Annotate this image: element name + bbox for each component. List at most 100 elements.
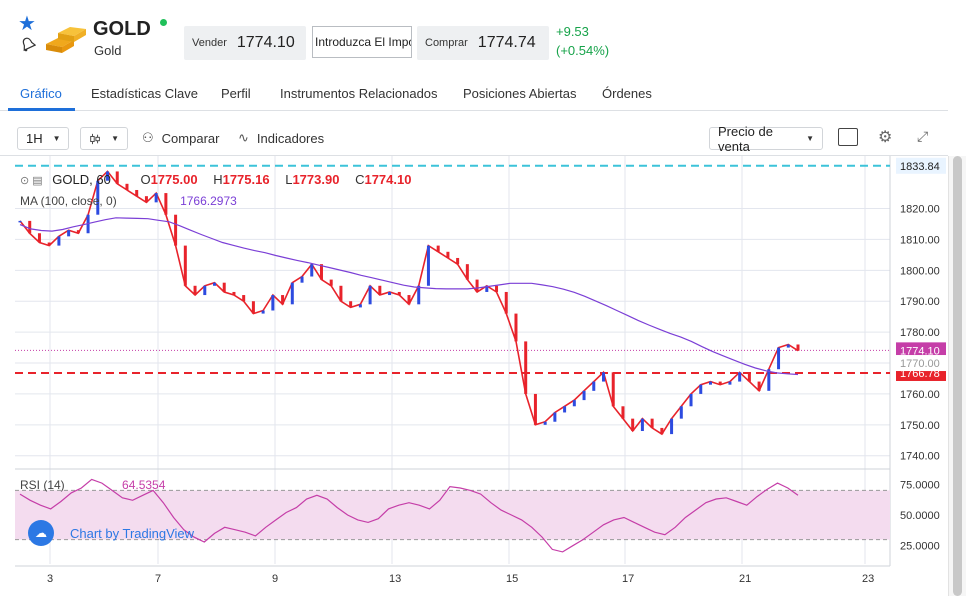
price-candle — [689, 393, 693, 407]
screenshot-toggle-icon[interactable] — [838, 128, 858, 146]
price-candle — [300, 276, 304, 283]
price-candle — [650, 418, 654, 428]
price-candle — [426, 245, 430, 286]
price-chart[interactable]: 1740.00 1750.00 1760.00 1770.00 1780.00 1790.… — [0, 156, 948, 596]
buy-button[interactable]: Comprar 1774.74 — [417, 26, 549, 60]
price-candle — [203, 285, 207, 296]
price-candle — [504, 291, 508, 314]
price-candle — [728, 381, 732, 385]
price-candle — [747, 372, 751, 382]
tab-bar: Gráfico Estadísticas Clave Perfil Instru… — [0, 80, 948, 111]
tab-instrumentos-relacionados[interactable]: Instrumentos Relacionados — [280, 86, 438, 101]
buy-price: 1774.74 — [477, 34, 536, 51]
star-icon[interactable]: ★ — [18, 13, 36, 35]
price-candle — [543, 421, 547, 425]
compare-label: Comparar — [161, 130, 220, 146]
x-tick-label: 7 — [155, 573, 161, 585]
bell-icon[interactable] — [20, 36, 36, 52]
ma-label: MA (100, close, 0) — [20, 194, 117, 208]
tab-grafico[interactable]: Gráfico — [20, 86, 62, 101]
price-candle — [329, 279, 333, 286]
tab-posiciones-abiertas[interactable]: Posiciones Abiertas — [463, 86, 577, 101]
tradingview-watermark[interactable]: ☁ Chart by TradingView — [28, 520, 194, 546]
y-tick-label: 1750.00 — [900, 420, 940, 432]
price-candle — [679, 406, 683, 419]
chevron-down-icon: ▼ — [52, 134, 61, 143]
scrollbar-thumb[interactable] — [953, 156, 962, 596]
interval-dropdown[interactable]: 1H ▼ — [17, 127, 69, 150]
price-candle — [28, 220, 32, 234]
price-candle — [475, 279, 479, 292]
tab-estadisticas-clave[interactable]: Estadísticas Clave — [91, 86, 198, 101]
price-candle — [699, 384, 703, 394]
ma-legend: MA (100, close, 0) 1766.2973 — [20, 194, 237, 208]
rsi-tick-label: 50.0000 — [900, 510, 940, 522]
open-value: 1775.00 — [150, 172, 198, 187]
price-candle — [125, 183, 129, 190]
amount-input[interactable]: Introduzca El Importe — [312, 26, 412, 58]
page-scrollbar[interactable] — [948, 156, 966, 596]
price-candle — [213, 282, 216, 286]
price-candle — [631, 418, 635, 432]
price-type-dropdown[interactable]: Precio de venta ▼ — [709, 124, 823, 154]
price-candle — [465, 264, 469, 280]
chart-type-dropdown[interactable]: ▼ — [80, 127, 128, 150]
price-candle — [57, 236, 61, 246]
tradingview-logo-icon: ☁ — [28, 520, 54, 546]
price-candle — [786, 344, 790, 348]
price-candle — [290, 282, 294, 305]
price-candle — [232, 291, 236, 296]
market-open-indicator — [160, 19, 167, 26]
indicators-label: Indicadores — [256, 130, 325, 146]
tab-perfil[interactable]: Perfil — [221, 86, 251, 101]
gear-icon[interactable]: ⚙ — [878, 129, 893, 146]
x-tick-label: 15 — [506, 573, 518, 585]
indicators-icon: ∿ — [238, 130, 249, 145]
price-candle — [358, 304, 362, 308]
rsi-label: RSI (14) — [20, 478, 65, 492]
change-percent: (+0.54%) — [556, 43, 610, 58]
chart-canvas[interactable]: 1740.00 1750.00 1760.00 1770.00 1780.00 1790.… — [0, 156, 948, 596]
compare-button[interactable]: ⚇ Comparar — [142, 130, 219, 146]
price-candle — [222, 282, 226, 292]
price-candle — [271, 295, 275, 311]
y-tick-label: 1810.00 — [900, 234, 940, 246]
price-candle — [261, 310, 265, 314]
price-candle — [660, 427, 664, 435]
price-candle — [174, 214, 178, 246]
sell-button[interactable]: Vender 1774.10 — [184, 26, 306, 60]
y-tick-label: 1780.00 — [900, 327, 940, 339]
price-candle — [388, 291, 392, 296]
price-candle — [144, 196, 148, 203]
y-tick-label: 1820.00 — [900, 204, 940, 216]
price-candle — [47, 242, 51, 246]
open-label: O — [140, 172, 151, 187]
price-candle — [757, 381, 761, 391]
close-label: C — [355, 172, 365, 187]
price-candle — [349, 301, 353, 308]
price-candle — [135, 189, 139, 197]
gold-bars-logo — [46, 27, 86, 53]
price-candle — [572, 400, 576, 407]
last-price-label-bg — [896, 342, 946, 359]
rsi-series-line — [19, 478, 799, 553]
x-tick-label: 17 — [622, 573, 634, 585]
fullscreen-icon[interactable]: ⤢ — [917, 128, 929, 144]
chart-toolbar: 1H ▼ ▼ ⚇ Comparar ∿ Indicadores Precio d… — [0, 120, 948, 156]
price-candle — [319, 264, 323, 280]
price-candle — [592, 381, 596, 391]
price-candle — [767, 369, 771, 391]
rsi-value: 64.5354 — [122, 478, 166, 492]
collapse-icon[interactable]: ⊙ ▤ — [20, 175, 43, 187]
watermark-text: Chart by TradingView — [70, 525, 195, 541]
sell-label: Vender — [192, 37, 227, 49]
rsi-tick-label: 75.0000 — [900, 479, 940, 491]
price-candle — [310, 264, 314, 277]
price-candle — [738, 372, 742, 382]
chevron-down-icon: ▼ — [111, 134, 119, 143]
rsi-tick-label: 25.0000 — [900, 541, 940, 553]
indicators-button[interactable]: ∿ Indicadores — [238, 130, 324, 146]
close-value: 1774.10 — [364, 172, 412, 187]
ohlc-legend: ⊙ ▤ GOLD, 60 O1775.00 H1775.16 L1773.90 … — [20, 172, 411, 187]
tab-ordenes[interactable]: Órdenes — [602, 86, 652, 101]
